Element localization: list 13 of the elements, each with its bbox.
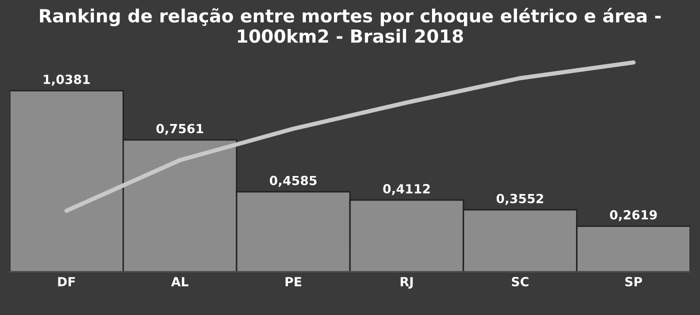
x-tick-label: DF [58,277,75,286]
x-tick-label: PE [286,277,302,286]
data-label: 0,2619 [610,210,657,222]
data-label: 0,4112 [383,184,430,196]
x-tick-label: SC [512,276,528,286]
x-tick-label: RJ [400,277,413,289]
data-label: 0,4585 [270,176,317,187]
data-label: 0,3552 [496,194,544,205]
data-label: 0,7561 [156,124,204,135]
data-label: 1,0381 [44,74,90,86]
chart-title: Ranking de relação entre mortes por choque elétrico e área - 1000km2 - Brasil 2018 [40,8,661,43]
x-tick-label: SP [625,276,642,286]
x-tick-label: AL [171,277,188,286]
